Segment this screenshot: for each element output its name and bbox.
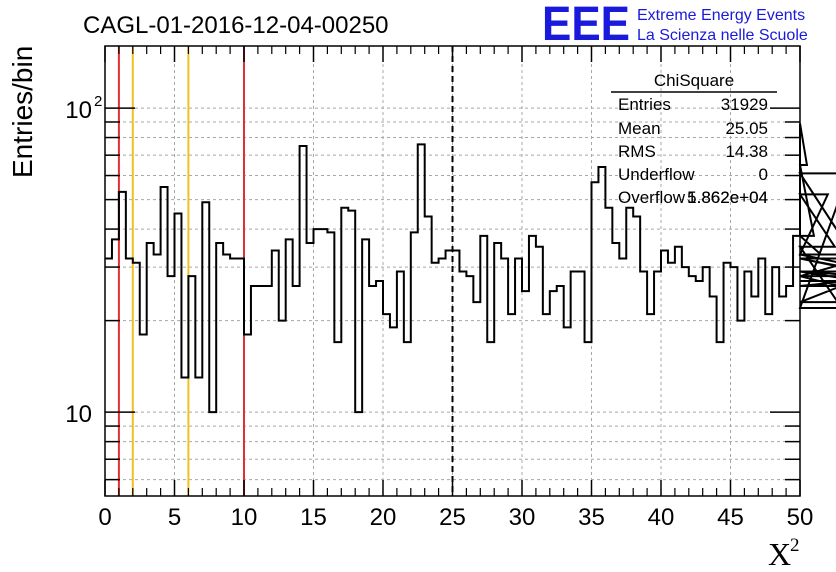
logo-mark: EEE [542,0,630,51]
x-tick-label: 50 [787,504,814,531]
y-tick-label: 10 [65,97,92,124]
y-tick-label: 10 [65,401,92,428]
x-tick-label: 25 [439,504,466,531]
x-axis-label-superscript: 2 [790,535,800,556]
stats-header: ChiSquare [654,71,734,90]
x-tick-label: 35 [578,504,605,531]
stats-label-entries: Entries [618,95,671,114]
eee-logo: EEE Extreme Energy Events La Scienza nel… [542,0,808,51]
x-tick-label: 30 [509,504,536,531]
y-tick-label-exponent: 2 [94,93,102,110]
stats-value-rms: 14.38 [725,142,768,161]
x-axis-label: X 2 [768,535,800,572]
stats-value-overflow-overlap: 5.862e+04 [687,188,768,207]
grid-lines [105,46,800,496]
x-tick-label: 10 [231,504,258,531]
y-axis-label: Entries/bin [7,46,38,178]
plot-frame [104,45,801,497]
stats-value-underflow: 0 [759,165,768,184]
x-tick-label: 20 [370,504,397,531]
chart-title: CAGL-01-2016-12-04-00250 [83,12,389,39]
stats-value-mean: 25.05 [725,119,768,138]
x-tick-label: 0 [98,504,111,531]
x-tick-label: 15 [300,504,327,531]
histogram-outline [105,123,836,414]
stats-label-rms: RMS [618,142,656,161]
x-tick-label: 40 [648,504,675,531]
stats-label-mean: Mean [618,119,661,138]
logo-line2: La Scienza nelle Scuole [637,27,808,44]
stats-box: ChiSquare Entries 31929 Mean 25.05 RMS 1… [611,71,777,207]
logo-line1: Extreme Energy Events [637,7,805,24]
marker-lines [117,46,454,496]
x-tick-label: 5 [168,504,181,531]
stats-label-underflow: Underflow [618,165,695,184]
stats-value-entries: 31929 [721,95,768,114]
stats-value-overflow: 1.862e+04 [687,188,768,207]
stats-label-overflow: Overflow [618,188,686,207]
x-axis-label-main: X [768,536,791,572]
x-tick-label: 45 [717,504,744,531]
